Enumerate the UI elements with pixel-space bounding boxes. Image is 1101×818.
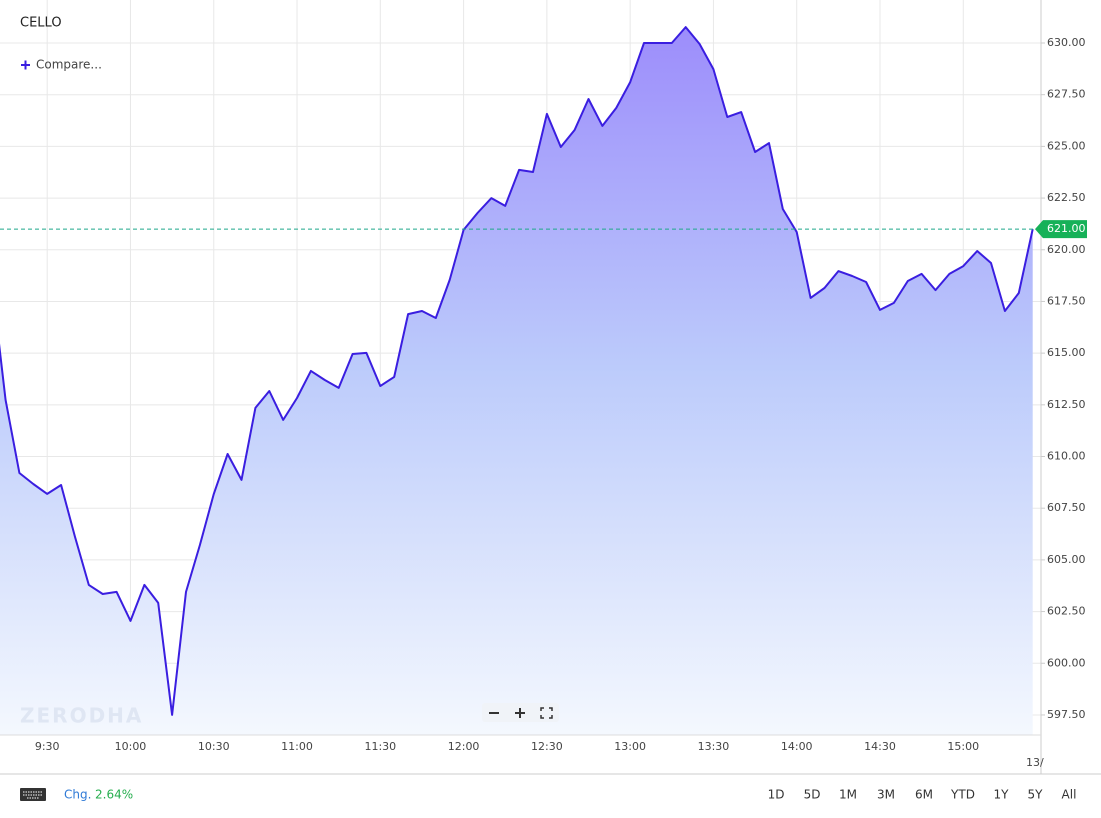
zoom-in[interactable] (515, 708, 525, 718)
range-button[interactable]: 5Y (1028, 788, 1044, 802)
chart-title: CELLO (20, 16, 62, 31)
range-button[interactable]: 6M (915, 788, 933, 802)
last-price-label: 621.00 (1047, 222, 1086, 235)
x-tick-label: 12:00 (448, 740, 480, 753)
area-fill (0, 27, 1033, 735)
zoom-controls (482, 703, 559, 722)
y-tick-label: 612.50 (1047, 398, 1086, 411)
x-tick-label: 12:30 (531, 740, 563, 753)
x-tick-label: 13:30 (698, 740, 730, 753)
y-tick-label: 630.00 (1047, 36, 1086, 49)
change-label: Chg. (64, 788, 91, 802)
y-tick-label: 605.00 (1047, 553, 1086, 566)
plus-icon (21, 60, 30, 70)
y-tick-label: 617.50 (1047, 294, 1086, 307)
y-tick-label: 602.50 (1047, 605, 1086, 618)
range-button[interactable]: 1Y (994, 788, 1010, 802)
y-tick-label: 615.00 (1047, 346, 1086, 359)
y-tick-label: 610.00 (1047, 450, 1086, 463)
y-tick-label: 625.00 (1047, 139, 1086, 152)
x-tick-label: 13:00 (614, 740, 646, 753)
y-tick-label: 620.00 (1047, 243, 1086, 256)
x-tick-label: 11:30 (364, 740, 396, 753)
y-tick-label: 597.50 (1047, 708, 1086, 721)
x-tick-label: 9:30 (35, 740, 60, 753)
watermark: ZERODHA (20, 704, 143, 728)
x-tick-label: 10:30 (198, 740, 230, 753)
y-tick-label: 607.50 (1047, 501, 1086, 514)
range-button[interactable]: YTD (950, 788, 975, 802)
y-tick-label: 600.00 (1047, 656, 1086, 669)
change-value: 2.64% (95, 788, 133, 802)
range-button[interactable]: 1M (839, 788, 857, 802)
fullscreen[interactable] (540, 707, 553, 719)
range-button[interactable]: 5D (804, 788, 821, 802)
range-button[interactable]: 3M (877, 788, 895, 802)
x-tick-label: 10:00 (115, 740, 147, 753)
price-line (0, 26, 1034, 716)
y-tick-label: 622.50 (1047, 191, 1086, 204)
compare-button[interactable]: Compare... (21, 58, 102, 72)
range-button[interactable]: All (1062, 788, 1077, 802)
x-tick-label: 15:00 (947, 740, 979, 753)
plot (0, 26, 1034, 716)
keyboard-icon[interactable] (20, 788, 46, 801)
compare-label[interactable]: Compare... (36, 58, 102, 72)
x-tick-label: 14:00 (781, 740, 813, 753)
range-button[interactable]: 1D (768, 788, 785, 802)
y-tick-label: 627.50 (1047, 88, 1086, 101)
x-tick-label: 14:30 (864, 740, 896, 753)
date-label: 13/ (1026, 756, 1044, 769)
last-price-tag (1035, 220, 1087, 239)
x-tick-label: 11:00 (281, 740, 313, 753)
